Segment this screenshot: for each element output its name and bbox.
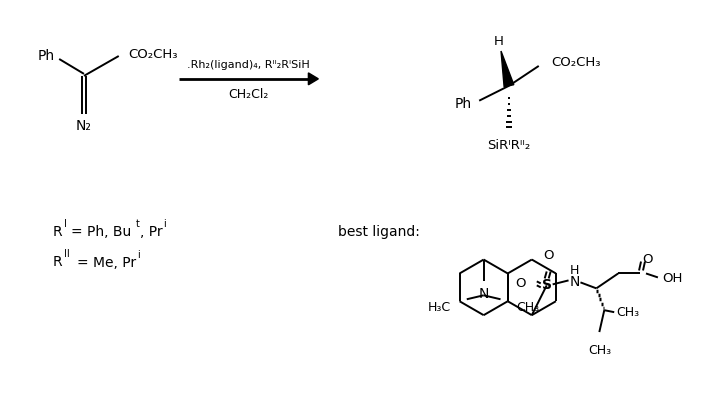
Text: CH₃: CH₃ [587,344,611,357]
Text: = Me, Pr: = Me, Pr [77,255,136,270]
Text: OH: OH [662,272,682,285]
Text: Ph: Ph [37,49,55,63]
Text: O: O [543,249,554,262]
Text: R: R [52,255,62,268]
Polygon shape [501,51,514,87]
Text: I: I [64,219,67,229]
Text: H₃C: H₃C [428,301,451,314]
Text: SiRᴵRᴵᴵ₂: SiRᴵRᴵᴵ₂ [487,139,531,152]
Text: t: t [135,219,140,229]
Text: O: O [643,253,653,266]
Polygon shape [309,73,318,85]
Text: CH₂Cl₂: CH₂Cl₂ [229,88,269,101]
Text: CO₂CH₃: CO₂CH₃ [552,57,601,70]
Text: best ligand:: best ligand: [339,225,420,239]
Text: = Ph, Bu: = Ph, Bu [71,225,131,239]
Text: Ph: Ph [454,97,472,111]
Text: CH₃: CH₃ [516,301,539,314]
Text: H: H [570,264,579,277]
Text: .Rh₂(ligand)₄, Rᴵᴵ₂RᴵSiH: .Rh₂(ligand)₄, Rᴵᴵ₂RᴵSiH [187,60,310,70]
Text: N: N [478,287,488,301]
Text: S: S [542,278,552,292]
Text: H: H [494,35,504,48]
Text: II: II [64,249,70,259]
Text: N: N [569,275,579,289]
Text: O: O [515,277,526,290]
Text: i: i [163,219,166,229]
Text: N₂: N₂ [76,119,92,132]
Text: CO₂CH₃: CO₂CH₃ [129,48,178,61]
Text: CH₃: CH₃ [616,306,639,319]
Text: , Pr: , Pr [140,225,162,239]
Text: i: i [138,250,141,260]
Text: R: R [52,225,62,239]
